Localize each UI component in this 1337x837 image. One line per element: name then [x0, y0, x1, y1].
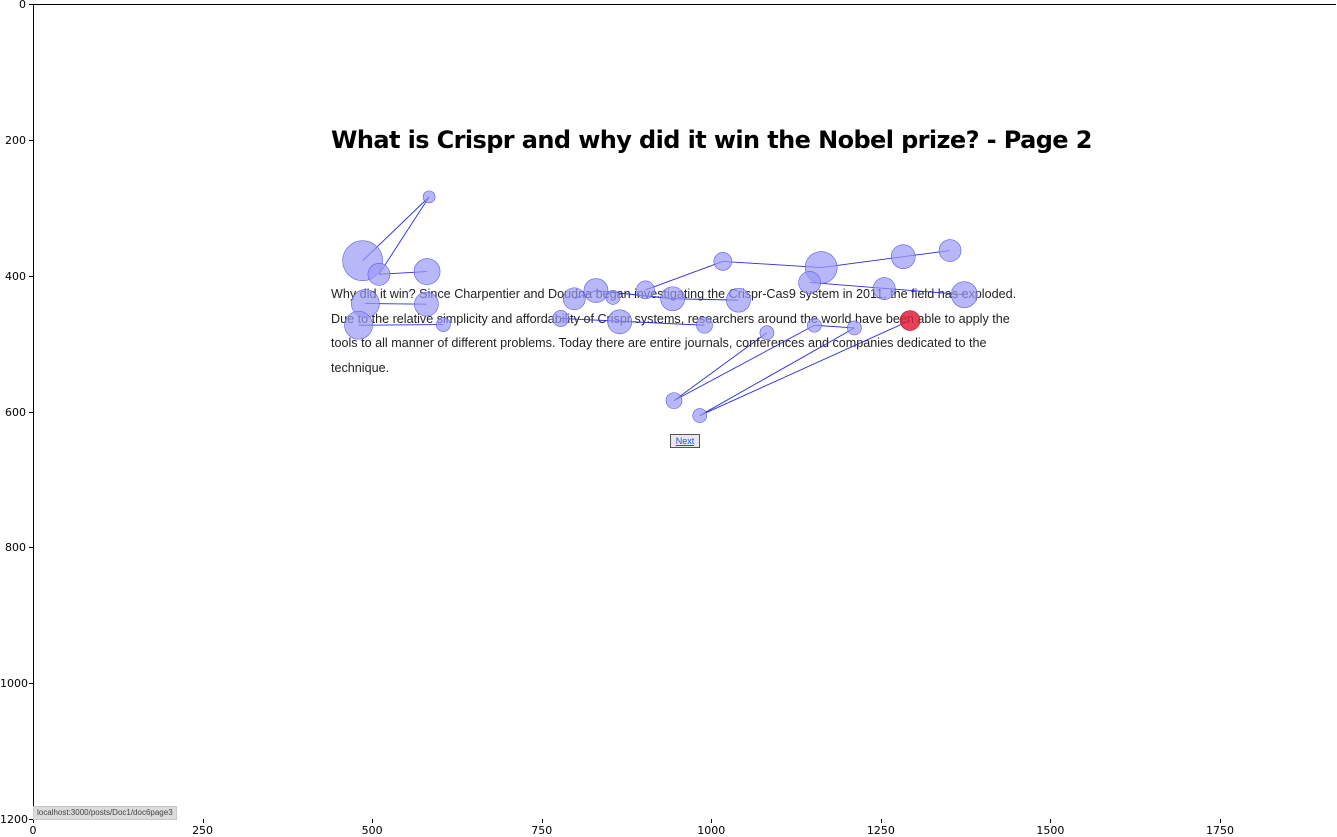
y-tick-mark	[29, 683, 33, 685]
plot-frame	[33, 4, 1336, 819]
x-tick-label: 1750	[1206, 824, 1234, 837]
article-paragraph: Why did it win? Since Charpentier and Do…	[331, 287, 1017, 375]
y-tick-label: 1200	[0, 813, 28, 826]
y-tick-mark	[29, 547, 33, 549]
y-tick-mark	[29, 139, 33, 141]
y-tick-label: 600	[5, 405, 26, 419]
next-button[interactable]: Next	[670, 434, 700, 448]
x-tick-mark	[202, 819, 204, 823]
y-tick-mark	[29, 275, 33, 277]
x-tick-label: 250	[192, 824, 214, 837]
x-tick-mark	[541, 819, 543, 823]
status-bar-url: localhost:3000/posts/Doc1/doc6page3	[33, 806, 177, 820]
x-tick-mark	[1220, 819, 1221, 823]
y-tick-mark	[29, 4, 33, 5]
y-tick-mark	[29, 411, 33, 413]
x-tick-mark	[1050, 819, 1052, 823]
y-tick-label: 200	[5, 133, 26, 147]
x-tick-label: 1250	[866, 824, 895, 837]
x-tick-label: 500	[361, 824, 383, 837]
x-tick-label: 0	[29, 824, 37, 837]
x-tick-label: 1000	[697, 824, 726, 837]
y-tick-mark	[29, 819, 33, 820]
x-tick-label: 750	[531, 824, 553, 837]
y-tick-label: 1000	[0, 677, 28, 691]
x-tick-mark	[372, 819, 374, 823]
x-tick-mark	[880, 819, 882, 823]
x-tick-mark	[33, 819, 34, 823]
x-tick-mark	[711, 819, 713, 823]
y-tick-label: 400	[5, 269, 26, 283]
y-tick-label: 800	[5, 541, 26, 555]
x-tick-label: 1500	[1036, 824, 1065, 837]
page-title: What is Crispr and why did it win the No…	[331, 126, 1092, 154]
y-tick-label: 0	[19, 0, 26, 11]
